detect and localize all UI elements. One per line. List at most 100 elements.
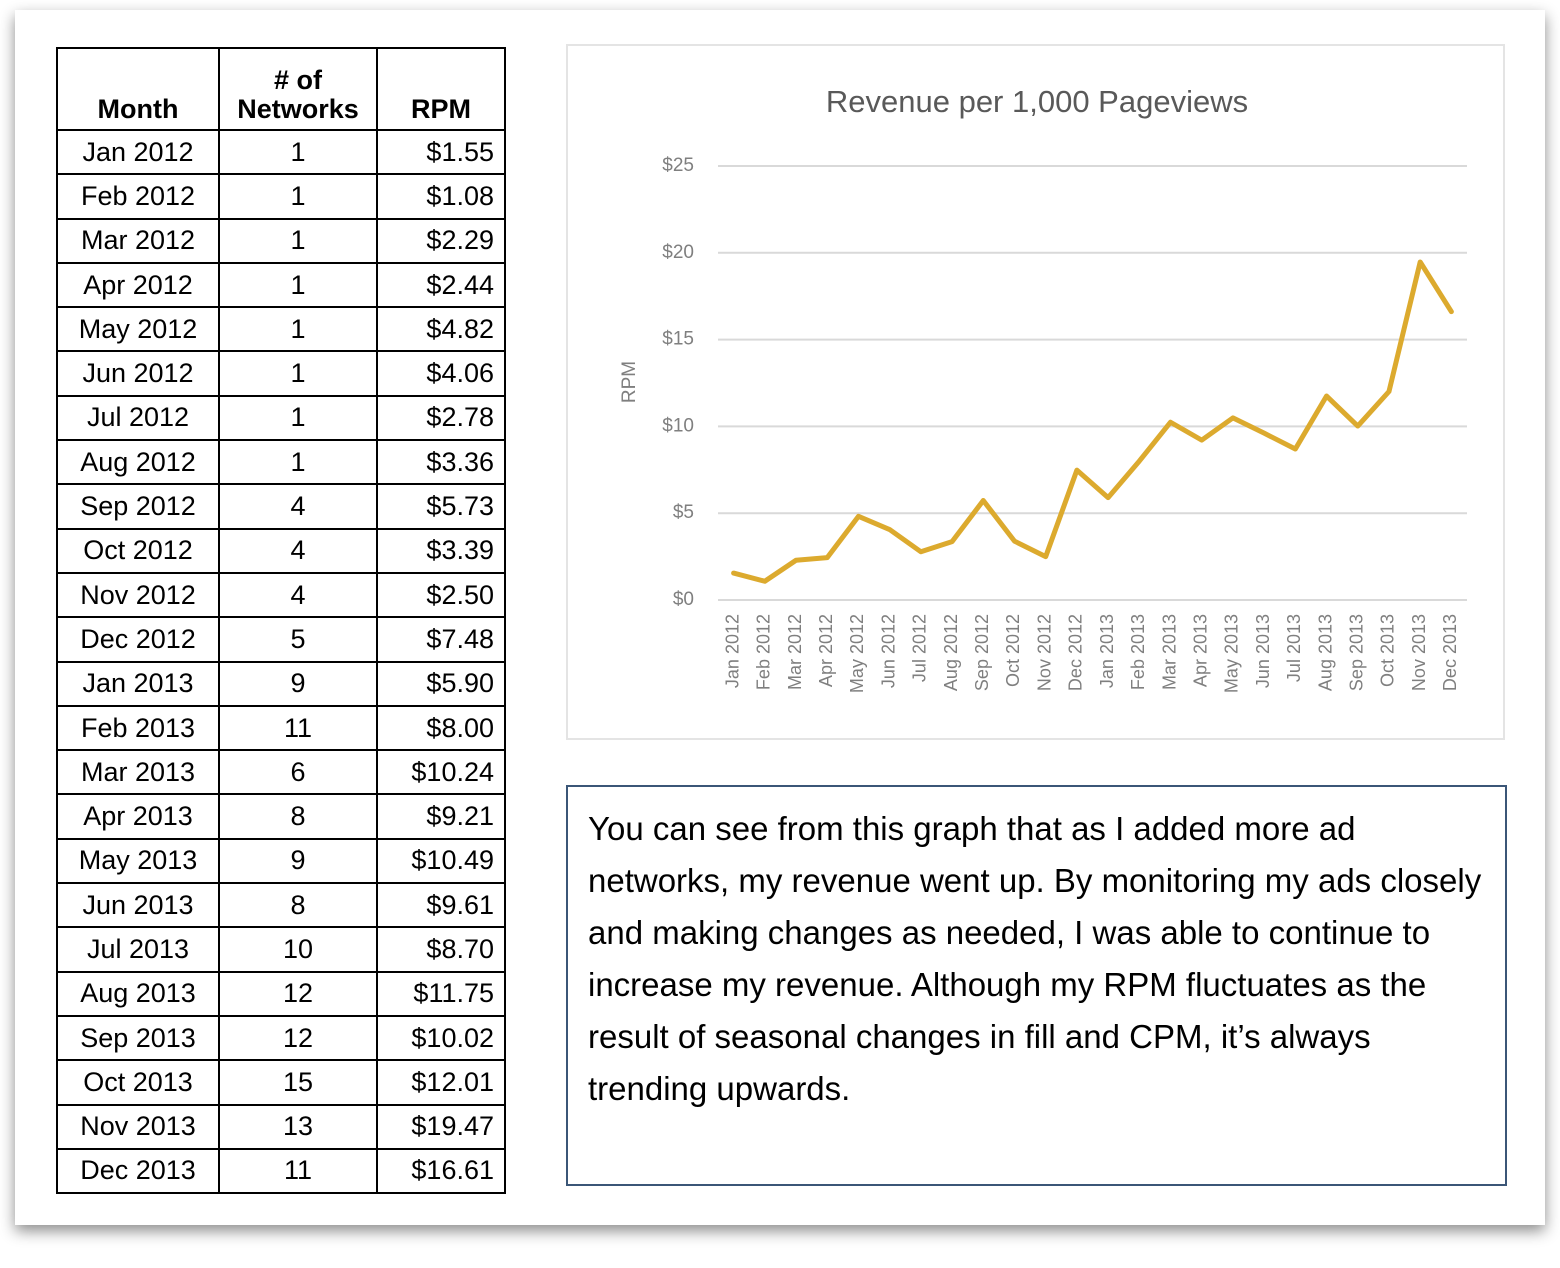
- table-row: Oct 2013 15 $12.01: [56, 1059, 506, 1106]
- table-cell: Aug 2013: [56, 970, 220, 1017]
- table-row: Apr 2012 1 $2.44: [56, 261, 506, 309]
- table-cell: 5: [218, 616, 378, 663]
- x-tick-label: Sep 2012: [972, 614, 992, 691]
- table-cell: Nov 2012: [56, 571, 220, 619]
- table-cell: Apr 2013: [56, 793, 220, 840]
- table-cell: 9: [218, 837, 378, 885]
- table-row: Nov 2013 13 $19.47: [56, 1103, 506, 1150]
- table-cell: 4: [218, 571, 378, 619]
- x-tick-label: Apr 2012: [816, 614, 836, 687]
- table-row: Nov 2012 4 $2.50: [56, 571, 506, 619]
- x-tick-label: May 2013: [1222, 614, 1242, 693]
- table-cell: $7.48: [376, 616, 506, 663]
- y-tick-label: $5: [673, 502, 694, 523]
- chart: Revenue per 1,000 Pageviews RPM $0 $5 $10 $…: [619, 84, 1467, 693]
- table-row: Dec 2012 5 $7.48: [56, 616, 506, 663]
- table-cell: $1.55: [376, 128, 506, 176]
- table-row: Jun 2013 8 $9.61: [56, 882, 506, 929]
- y-tick-label: $25: [662, 155, 694, 176]
- y-tick-label: $20: [662, 242, 694, 263]
- chart-panel: Revenue per 1,000 Pageviews RPM $0 $5 $10 $…: [566, 44, 1505, 740]
- table-cell: 4: [218, 483, 378, 530]
- table-cell: $5.73: [376, 483, 506, 530]
- table-cell: Mar 2012: [56, 217, 220, 264]
- table-cell: 1: [218, 306, 378, 353]
- y-tick-label: $0: [673, 589, 694, 610]
- table-row: Dec 2013 11 $16.61: [56, 1147, 506, 1195]
- table-row: Mar 2012 1 $2.29: [56, 217, 506, 264]
- table-cell: Jan 2013: [56, 660, 220, 707]
- x-tick-label: Aug 2012: [941, 614, 961, 691]
- table-row: Jan 2013 9 $5.90: [56, 660, 506, 707]
- table-cell: $2.50: [376, 571, 506, 619]
- x-tick-label: Apr 2013: [1190, 614, 1210, 687]
- table-cell: $5.90: [376, 660, 506, 707]
- table-row: Feb 2012 1 $1.08: [56, 173, 506, 220]
- table-cell: $8.70: [376, 926, 506, 973]
- table-cell: May 2013: [56, 837, 220, 885]
- header-row: Month # of Networks RPM: [56, 47, 506, 131]
- table-cell: 6: [218, 749, 378, 796]
- table-cell: 8: [218, 793, 378, 840]
- x-tick-label: Oct 2012: [1003, 614, 1023, 687]
- table-cell: $10.24: [376, 749, 506, 796]
- data-table: Month # of Networks RPM Jan 2012 1 $1.55 Fe…: [56, 47, 506, 1195]
- table-cell: 15: [218, 1059, 378, 1106]
- table-cell: Jan 2012: [56, 128, 220, 176]
- table-cell: 4: [218, 527, 378, 574]
- table-cell: 1: [218, 261, 378, 309]
- table-cell: Mar 2013: [56, 749, 220, 796]
- table-row: May 2013 9 $10.49: [56, 837, 506, 885]
- table-cell: Dec 2012: [56, 616, 220, 663]
- table-cell: Dec 2013: [56, 1147, 220, 1195]
- table-cell: 10: [218, 926, 378, 973]
- x-tick-label: Dec 2012: [1066, 614, 1086, 691]
- x-tick-label: Jun 2013: [1253, 614, 1273, 688]
- data-line: [731, 259, 1454, 584]
- table-cell: $2.44: [376, 261, 506, 309]
- table-cell: Sep 2013: [56, 1014, 220, 1062]
- x-tick-label: Jul 2012: [910, 614, 930, 682]
- x-tick-label: Jan 2012: [722, 614, 742, 688]
- x-tick-label: Feb 2013: [1128, 614, 1148, 690]
- table-cell: $12.01: [376, 1059, 506, 1106]
- x-tick-label: Dec 2013: [1440, 614, 1460, 691]
- table-cell: $11.75: [376, 970, 506, 1017]
- table-cell: 12: [218, 970, 378, 1017]
- table-cell: Jul 2012: [56, 394, 220, 442]
- table-cell: 1: [218, 394, 378, 442]
- table-cell: $4.82: [376, 306, 506, 353]
- table-row: Feb 2013 11 $8.00: [56, 704, 506, 752]
- table-cell: Nov 2013: [56, 1103, 220, 1150]
- table-cell: $8.00: [376, 704, 506, 752]
- note-text: You can see from this graph that as I ad…: [566, 785, 1507, 1186]
- header-cell: # of Networks: [218, 47, 378, 131]
- table-cell: 11: [218, 1147, 378, 1195]
- table-cell: $9.21: [376, 793, 506, 840]
- y-tick-label: $15: [662, 329, 694, 350]
- table-cell: Aug 2012: [56, 439, 220, 486]
- table-cell: 11: [218, 704, 378, 752]
- table-cell: Jun 2013: [56, 882, 220, 929]
- table-cell: Oct 2012: [56, 527, 220, 574]
- table-cell: $1.08: [376, 173, 506, 220]
- table-row: Jun 2012 1 $4.06: [56, 350, 506, 397]
- table-cell: 1: [218, 350, 378, 397]
- x-tick-label: Jan 2013: [1097, 614, 1117, 688]
- table-cell: Sep 2012: [56, 483, 220, 530]
- table-cell: Feb 2012: [56, 173, 220, 220]
- table-cell: $2.29: [376, 217, 506, 264]
- table-row: May 2012 1 $4.82: [56, 306, 506, 353]
- y-tick-label: $10: [662, 415, 694, 436]
- table-row: Jul 2012 1 $2.78: [56, 394, 506, 442]
- table-cell: 9: [218, 660, 378, 707]
- x-tick-label: Oct 2013: [1378, 614, 1398, 687]
- table-cell: Feb 2013: [56, 704, 220, 752]
- table-cell: 1: [218, 217, 378, 264]
- table-cell: 12: [218, 1014, 378, 1062]
- table-cell: $3.36: [376, 439, 506, 486]
- table-cell: $16.61: [376, 1147, 506, 1195]
- table-cell: 1: [218, 439, 378, 486]
- x-tick-label: May 2012: [847, 614, 867, 693]
